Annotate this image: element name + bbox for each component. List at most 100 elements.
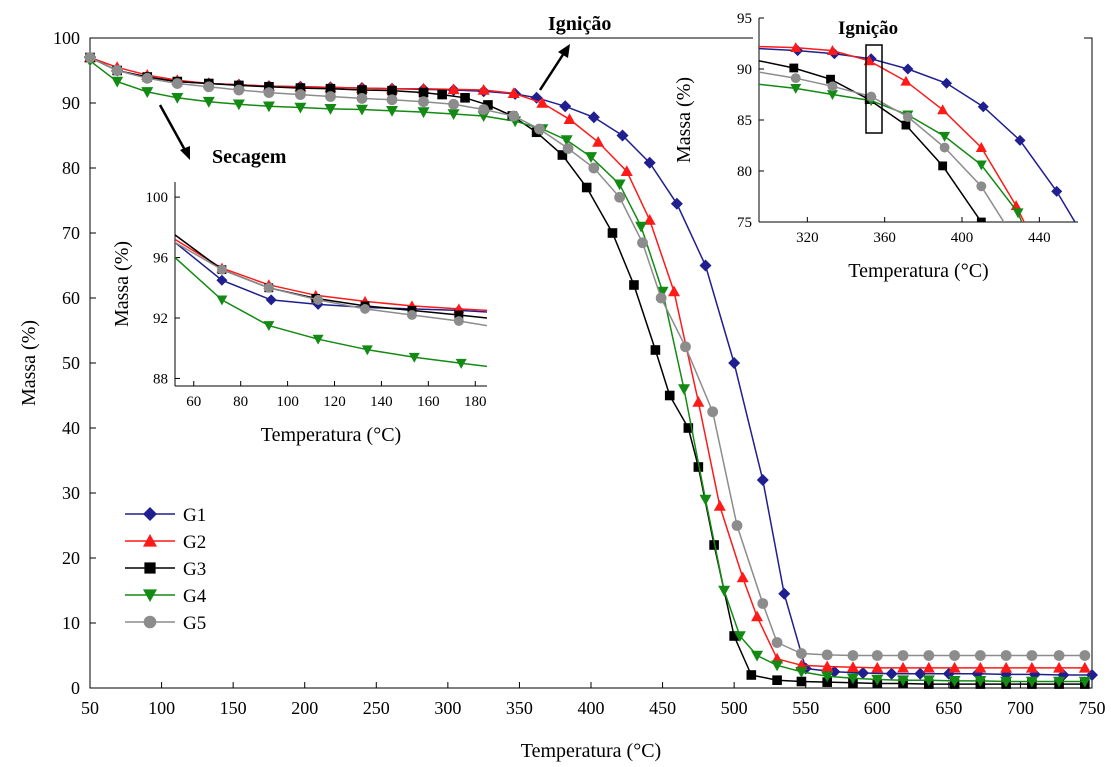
y-tick-label: 0 <box>71 678 80 698</box>
data-point-g1 <box>670 197 683 210</box>
legend-label: G1 <box>183 505 206 526</box>
data-point-g3 <box>683 423 694 433</box>
data-point-g4 <box>560 135 573 147</box>
data-point-g3 <box>796 676 807 687</box>
data-point-g5 <box>325 91 336 102</box>
data-point-g4 <box>922 675 935 687</box>
x-tick-label: 100 <box>148 698 175 718</box>
data-point-g3 <box>664 390 675 401</box>
data-point-g1 <box>559 100 572 113</box>
data-point-g3 <box>437 89 447 100</box>
y-tick-label: 20 <box>62 548 80 568</box>
x-tick-label: 400 <box>578 698 605 718</box>
inset-data-point-g2 <box>975 142 987 152</box>
inset-y-tick-label: 80 <box>737 164 752 180</box>
inset-data-point-g4 <box>408 352 420 363</box>
data-point-g2 <box>736 571 749 583</box>
data-point-g2 <box>477 84 490 95</box>
data-point-g2 <box>948 661 961 673</box>
data-point-g5 <box>821 649 833 661</box>
data-point-g4 <box>795 666 808 678</box>
inset-x-axis-label: Temperatura (°C) <box>848 260 988 282</box>
data-point-g5 <box>478 104 490 115</box>
inset-data-point-g3 <box>976 217 986 222</box>
data-point-g2 <box>1078 661 1091 673</box>
inset-data-point-g1 <box>1051 185 1063 197</box>
inset-data-point-g5 <box>790 73 801 84</box>
legend-marker-g4 <box>143 589 157 602</box>
inset-data-point-g2 <box>900 75 912 86</box>
data-point-g4 <box>294 102 307 114</box>
data-point-g5 <box>386 94 398 106</box>
data-point-g4 <box>111 76 124 88</box>
data-point-g4 <box>1053 676 1066 688</box>
data-point-g5 <box>637 237 648 249</box>
inset-y-tick-label: 96 <box>153 251 169 267</box>
data-point-g2 <box>692 396 705 407</box>
data-point-g4 <box>324 104 337 115</box>
data-point-g5 <box>974 650 986 661</box>
inset-data-point-g4 <box>361 345 373 356</box>
inset-data-point-g5 <box>902 111 913 122</box>
legend-marker-g1 <box>143 507 157 521</box>
inset-chart-drying: 60 80 100 120 140 160 180 88 92 96 100 Temperatura … <box>111 176 493 460</box>
data-point-g1 <box>856 667 869 680</box>
data-point-g5 <box>295 89 306 100</box>
data-point-g4 <box>974 676 987 687</box>
inset-x-tick-label: 120 <box>323 394 346 410</box>
inset-x-tick-label: 60 <box>186 394 201 410</box>
inset-series-line-g1 <box>759 47 1076 222</box>
data-point-g2 <box>563 113 576 125</box>
inset-y-tick-label: 75 <box>737 215 752 231</box>
inset-data-point-g3 <box>938 161 948 171</box>
data-point-g5 <box>680 341 691 353</box>
data-point-g4 <box>948 676 961 687</box>
x-tick-label: 600 <box>864 698 891 718</box>
data-point-g3 <box>729 631 739 641</box>
inset-data-point-g1 <box>265 294 277 306</box>
series-line-g2 <box>89 56 1085 669</box>
data-point-g2 <box>1053 661 1066 673</box>
x-tick-label: 450 <box>649 698 676 718</box>
inset-x-tick-label: 100 <box>276 394 299 410</box>
data-point-g3 <box>772 675 782 685</box>
data-point-g4 <box>262 101 275 113</box>
inset-data-point-g1 <box>902 63 914 75</box>
inset-data-point-g4 <box>790 83 802 94</box>
data-point-g3 <box>483 100 493 110</box>
inset-data-point-g5 <box>406 310 417 320</box>
data-point-g4 <box>613 179 626 191</box>
inset-data-point-g3 <box>454 310 464 320</box>
inset-data-point-g5 <box>263 282 274 293</box>
inset-x-tick-label: 400 <box>951 230 974 246</box>
inset-series-group <box>759 42 1076 222</box>
inset-x-tick-label: 440 <box>1028 230 1051 246</box>
data-point-g3 <box>629 280 639 290</box>
x-tick-label: 550 <box>792 698 819 718</box>
data-point-g4 <box>355 104 368 116</box>
x-tick-label: 750 <box>1079 698 1106 718</box>
y-tick-label: 100 <box>53 28 80 48</box>
legend-label: G2 <box>183 532 206 553</box>
data-point-g4 <box>171 93 184 104</box>
data-point-g1 <box>643 156 656 169</box>
data-point-g5 <box>871 650 883 661</box>
inset-y-axis-label: Massa (%) <box>673 77 695 163</box>
data-point-g2 <box>1000 661 1013 673</box>
inset-y-tick-label: 95 <box>737 11 752 27</box>
data-point-g1 <box>728 357 741 369</box>
inset-data-point-g5 <box>976 181 987 192</box>
x-tick-label: 250 <box>363 698 390 718</box>
data-point-g5 <box>707 406 719 418</box>
inset-series-line-g3 <box>759 60 983 222</box>
inset-ignition-annotation: Ignição <box>838 18 898 39</box>
drying-arrow <box>158 104 188 153</box>
y-tick-label: 10 <box>62 613 80 633</box>
inset-y-axis-label: Massa (%) <box>111 241 133 327</box>
data-point-g4 <box>821 671 834 683</box>
inset-data-point-g2 <box>937 104 949 115</box>
drying-annotation: Secagem <box>212 146 287 168</box>
data-point-g5 <box>1026 650 1038 661</box>
inset-y-tick-label: 92 <box>153 311 168 327</box>
data-point-g5 <box>897 650 909 661</box>
